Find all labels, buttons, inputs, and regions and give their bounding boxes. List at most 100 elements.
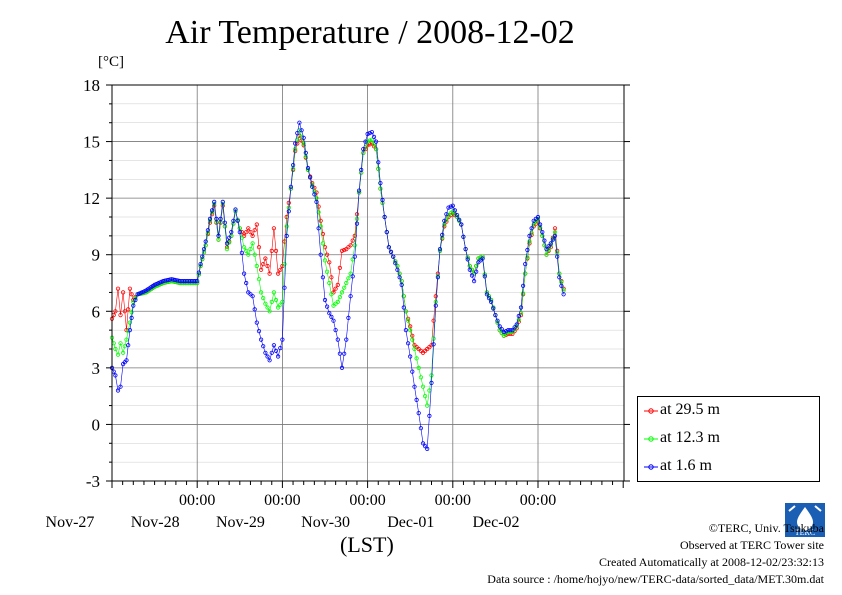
data-point <box>278 302 283 307</box>
y-axis-unit-label: [°C] <box>98 54 124 70</box>
data-point <box>520 283 526 288</box>
data-point <box>478 255 483 260</box>
data-point <box>414 356 419 361</box>
data-point <box>222 220 227 225</box>
data-point <box>444 212 449 217</box>
data-point <box>216 233 221 238</box>
data-point <box>239 230 244 235</box>
data-point <box>440 232 445 237</box>
data-point <box>418 375 423 380</box>
data-source-text: Data source : /home/hojyo/new/TERC-data/… <box>487 572 824 586</box>
data-point <box>246 252 251 257</box>
data-point <box>450 209 455 214</box>
data-point <box>378 181 383 186</box>
data-point <box>414 397 419 402</box>
data-point <box>529 230 534 236</box>
data-point <box>523 271 528 276</box>
data-point <box>301 135 306 140</box>
data-point <box>307 175 313 180</box>
data-point <box>371 142 377 147</box>
data-point <box>537 222 543 227</box>
data-point <box>474 269 479 274</box>
data-point <box>271 290 276 295</box>
data-point <box>420 441 426 446</box>
data-point <box>544 252 549 257</box>
data-point <box>305 165 311 171</box>
data-point <box>561 292 566 297</box>
data-point <box>342 351 347 356</box>
data-point <box>261 295 266 301</box>
data-point <box>271 343 276 348</box>
data-point <box>196 270 201 275</box>
data-point <box>523 261 528 267</box>
data-point <box>258 337 264 342</box>
data-point <box>346 315 351 320</box>
y-tick-label: 9 <box>92 246 101 265</box>
data-point <box>431 318 436 323</box>
data-point <box>203 239 208 244</box>
data-point <box>115 286 121 291</box>
data-point <box>373 139 379 144</box>
data-point <box>246 226 251 231</box>
data-point <box>295 131 300 136</box>
data-point <box>329 292 334 297</box>
data-point <box>399 278 404 284</box>
data-point <box>348 243 353 248</box>
data-point <box>203 243 208 248</box>
legend-label: at 12.3 m <box>660 429 720 446</box>
data-point <box>118 312 123 318</box>
data-point <box>388 249 394 254</box>
data-point <box>284 233 289 238</box>
data-point <box>320 241 325 246</box>
x-tick-label: 00:00 <box>349 492 385 509</box>
series-2 <box>109 120 566 451</box>
data-point <box>450 203 455 208</box>
data-point <box>527 239 532 244</box>
data-point <box>393 261 398 266</box>
x-date-label: Dec-02 <box>472 514 519 531</box>
data-point <box>129 292 134 297</box>
data-point <box>399 282 404 287</box>
data-point <box>229 230 234 235</box>
data-point <box>267 358 272 363</box>
data-point <box>129 315 134 320</box>
data-point <box>352 254 357 259</box>
created-at-text: Created Automatically at 2008-12-02/23:3… <box>599 555 824 569</box>
x-date-label: Nov-29 <box>216 514 265 531</box>
data-point <box>380 197 385 203</box>
data-point <box>121 350 126 355</box>
data-point <box>395 267 400 272</box>
data-point <box>333 327 338 333</box>
data-point <box>295 137 300 142</box>
data-point <box>342 285 347 290</box>
data-point <box>342 247 347 253</box>
data-point <box>248 247 253 252</box>
data-point <box>322 297 328 303</box>
data-point <box>433 294 438 299</box>
x-date-label: Nov-28 <box>131 514 180 531</box>
data-point <box>559 283 564 288</box>
data-point <box>520 291 526 296</box>
data-point <box>533 219 539 224</box>
data-point <box>376 160 381 165</box>
data-point <box>324 252 330 257</box>
data-point <box>552 226 558 231</box>
data-point <box>278 267 283 272</box>
data-point <box>493 312 498 318</box>
data-point <box>471 278 477 284</box>
data-point <box>557 275 562 280</box>
data-point <box>337 265 342 270</box>
data-point <box>518 305 524 310</box>
data-point <box>286 209 291 214</box>
x-date-label: Nov-27 <box>46 514 95 531</box>
data-point <box>354 221 360 226</box>
data-point <box>320 231 325 237</box>
y-tick-label: 3 <box>92 359 101 378</box>
data-point <box>113 309 118 314</box>
data-point <box>391 254 396 259</box>
data-point <box>461 234 466 239</box>
data-point <box>327 280 332 286</box>
data-point <box>256 328 262 334</box>
data-point <box>303 150 308 155</box>
data-point <box>252 228 257 233</box>
